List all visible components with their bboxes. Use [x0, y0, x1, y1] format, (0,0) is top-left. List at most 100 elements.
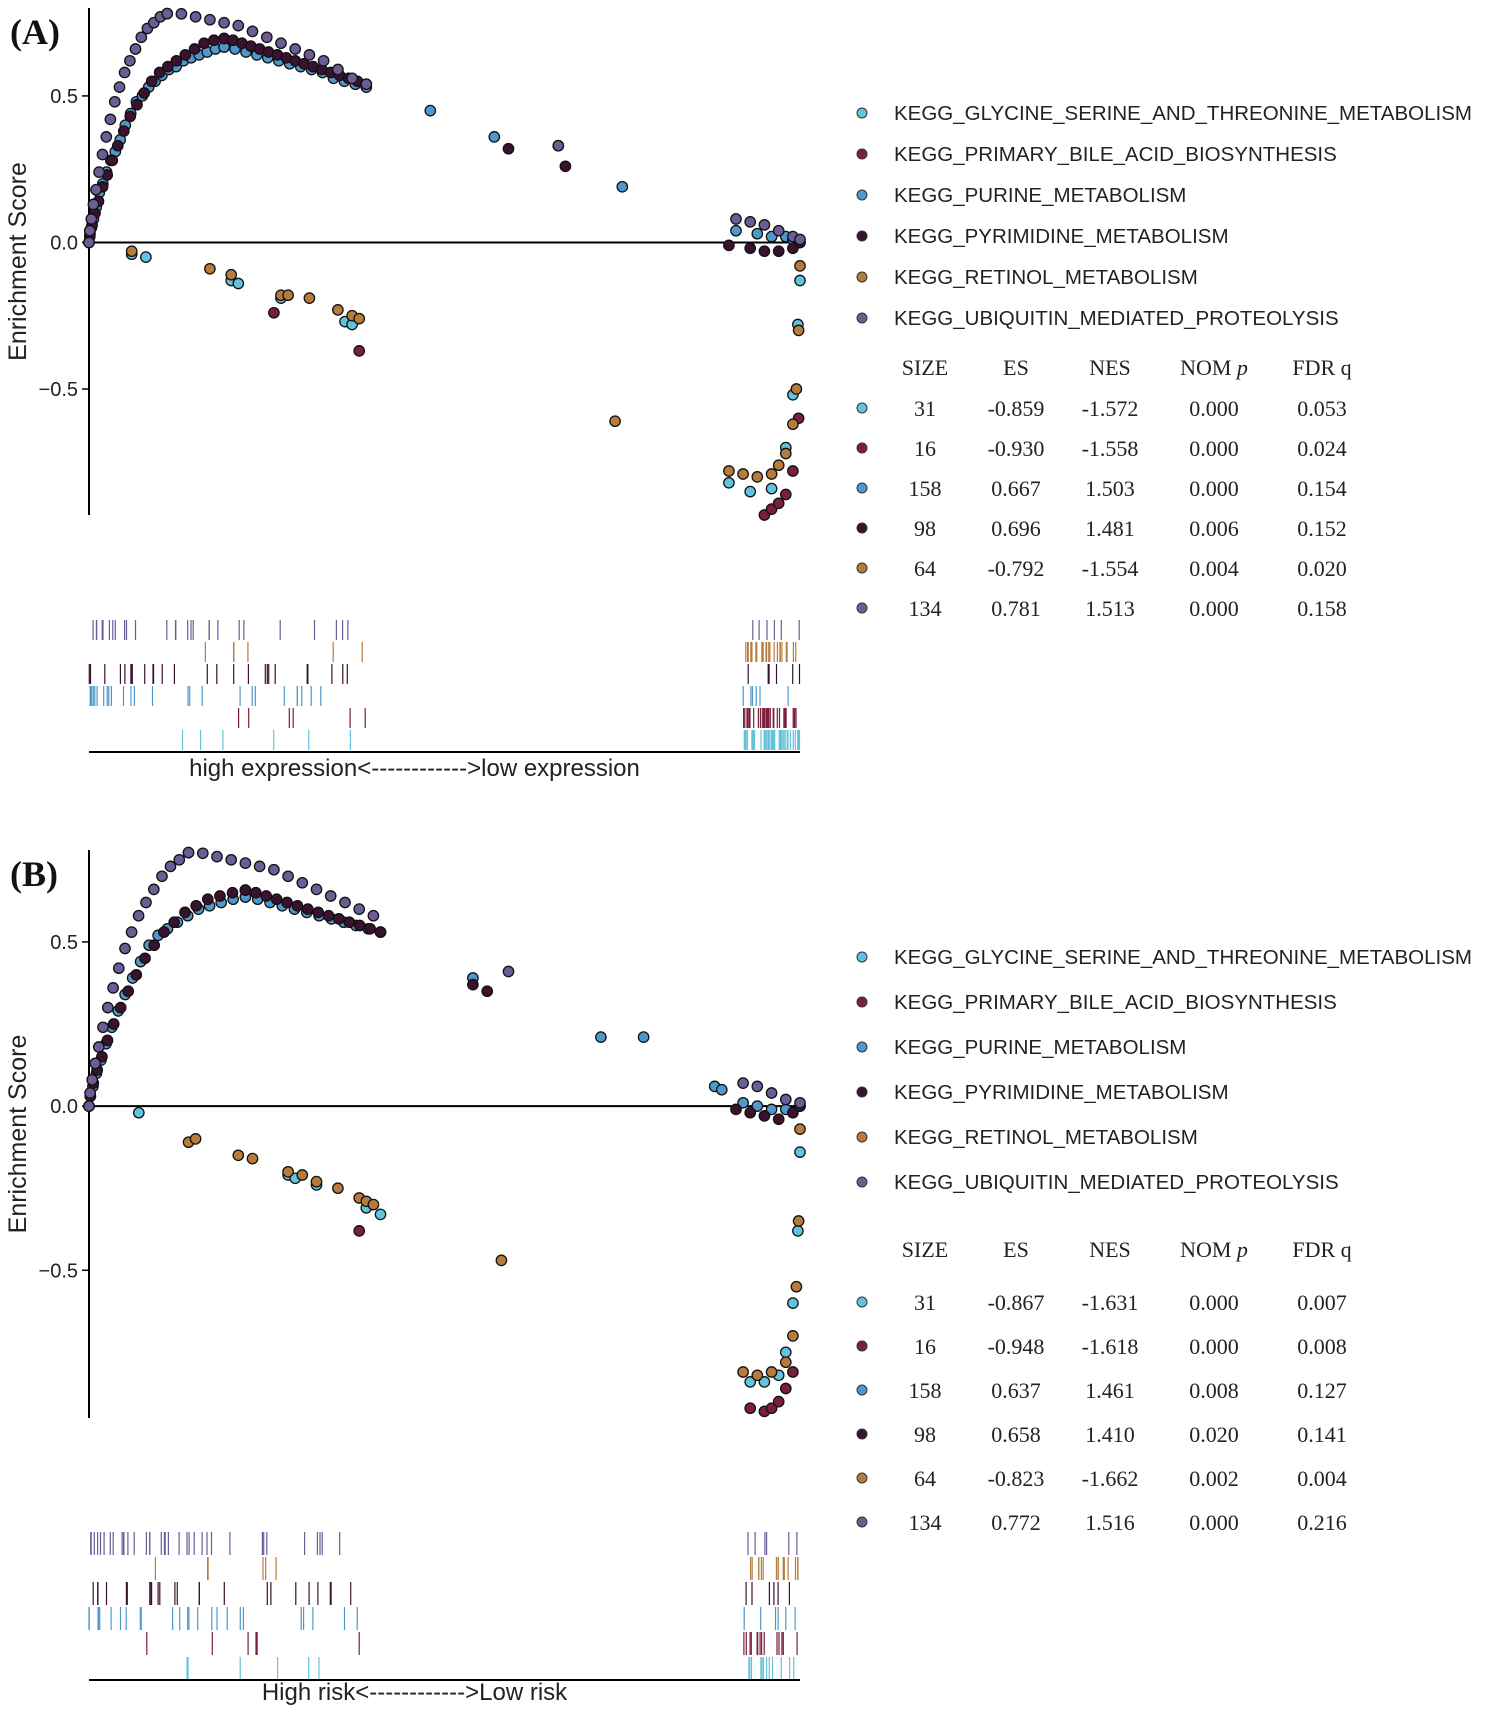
- table-cell: -0.823: [988, 1466, 1045, 1491]
- enrichment-point: [779, 1346, 792, 1359]
- legend-label: KEGG_PRIMARY_BILE_ACID_BIOSYNTHESIS: [894, 143, 1337, 166]
- enrichment-point: [481, 985, 494, 998]
- table-header: NOM p: [1180, 355, 1248, 380]
- gene-hit-rug: [88, 1532, 799, 1680]
- table-cell: 0.002: [1189, 1466, 1239, 1491]
- enrichment-point: [301, 903, 314, 915]
- enrichment-point: [616, 180, 629, 193]
- enrichment-point: [145, 75, 158, 88]
- table-cell: -1.572: [1082, 396, 1139, 421]
- enrichment-point: [374, 926, 387, 938]
- enrichment-point: [772, 1395, 785, 1408]
- enrichment-point: [117, 125, 130, 137]
- enrichment-point: [208, 34, 220, 47]
- enrichment-point: [179, 49, 192, 61]
- enrichment-point: [794, 1096, 806, 1109]
- enrichment-point: [164, 860, 177, 873]
- enrichment-point: [758, 219, 771, 231]
- legend-label: KEGG_UBIQUITIN_MEDIATED_PROTEOLYSIS: [894, 1171, 1339, 1194]
- table-cell: 158: [909, 1378, 942, 1403]
- table-row-marker: [856, 522, 868, 534]
- enrichment-point: [794, 1146, 806, 1158]
- enrichment-point: [730, 224, 742, 237]
- enrichment-point: [138, 87, 151, 99]
- enrichment-point: [758, 1110, 771, 1122]
- legend-label: KEGG_GLYCINE_SERINE_AND_THREONINE_METABO…: [894, 102, 1472, 125]
- table-cell: 64: [914, 1466, 936, 1491]
- enrichment-point: [87, 198, 100, 211]
- table-row-marker: [856, 1384, 868, 1396]
- table-cell: -0.792: [988, 556, 1045, 581]
- enrichment-point: [214, 890, 226, 902]
- enrichment-point: [281, 896, 293, 909]
- stats-table: SIZE ES NES NOM p FDR q 31 -0.867 -1.631 0.000 0.…: [856, 1237, 1352, 1535]
- enrichment-point: [179, 906, 191, 919]
- enrichment-point: [488, 131, 501, 143]
- enrichment-point: [779, 1093, 792, 1106]
- enrichment-point: [723, 239, 735, 252]
- enrichment-point: [794, 1123, 806, 1135]
- enrichment-point: [779, 1356, 792, 1369]
- enrichment-point: [792, 1225, 804, 1237]
- enrichment-point: [779, 488, 792, 501]
- table-header: FDR q: [1292, 355, 1351, 380]
- enrichment-point: [100, 131, 113, 143]
- enrichment-point: [232, 1149, 245, 1162]
- enrichment-point: [346, 72, 358, 85]
- enrichment-point: [424, 104, 437, 117]
- enrichment-point: [140, 251, 152, 263]
- enrichment-point: [188, 43, 201, 55]
- enrichment-point: [106, 154, 119, 167]
- enrichment-point: [189, 10, 202, 23]
- enrichment-point: [779, 447, 792, 460]
- table-cell: 0.024: [1297, 436, 1347, 461]
- legend-marker: [856, 1041, 868, 1053]
- table-cell: 0.781: [991, 596, 1041, 621]
- enrichment-point: [744, 485, 757, 498]
- legend-label: KEGG_UBIQUITIN_MEDIATED_PROTEOLYSIS: [894, 307, 1339, 330]
- enrichment-point: [282, 289, 294, 302]
- enrichment-point: [125, 245, 138, 258]
- enrichment-point: [322, 909, 335, 922]
- enrichment-point: [162, 60, 174, 73]
- enrichment-point: [324, 890, 337, 902]
- table-cell: 0.658: [991, 1422, 1041, 1447]
- table-header: SIZE: [902, 355, 948, 380]
- table-header: SIZE: [902, 1237, 948, 1262]
- table-cell: 0.158: [1297, 596, 1347, 621]
- enrichment-point: [211, 850, 223, 863]
- enrichment-point: [790, 1280, 803, 1293]
- enrichment-point: [101, 1001, 114, 1014]
- table-cell: 0.696: [991, 516, 1041, 541]
- enrichment-point: [124, 54, 136, 67]
- enrichment-point: [790, 383, 803, 395]
- table-cell: 0.053: [1297, 396, 1347, 421]
- y-tick-label: −0.5: [39, 1260, 78, 1282]
- enrichment-point: [792, 1215, 805, 1227]
- enrichment-point: [792, 324, 805, 337]
- enrichment-point: [744, 1376, 757, 1388]
- enrichment-point: [794, 260, 806, 272]
- table-cell: 1.503: [1085, 476, 1135, 501]
- table-cell: 134: [909, 596, 942, 621]
- enrichment-point: [239, 857, 252, 869]
- table-cell: 0.141: [1297, 1422, 1347, 1447]
- table-cell: 0.127: [1297, 1378, 1347, 1403]
- enrichment-point: [93, 166, 105, 178]
- enrichment-point: [787, 1330, 799, 1342]
- enrichment-point: [772, 497, 785, 510]
- table-header: FDR q: [1292, 1237, 1351, 1262]
- enrichment-point: [173, 853, 186, 866]
- enrichment-point: [198, 37, 210, 50]
- table-cell: 0.020: [1189, 1422, 1239, 1447]
- enrichment-point: [467, 978, 479, 991]
- enrichment-point: [353, 312, 366, 325]
- table-header: NES: [1089, 1237, 1131, 1262]
- enrichment-point: [218, 16, 230, 29]
- legend-marker: [856, 1176, 868, 1188]
- enrichment-point: [723, 476, 735, 489]
- enrichment-point: [86, 1073, 99, 1086]
- enrichment-point: [339, 896, 351, 909]
- enrichment-point: [232, 19, 245, 32]
- enrichment-point: [751, 1100, 764, 1112]
